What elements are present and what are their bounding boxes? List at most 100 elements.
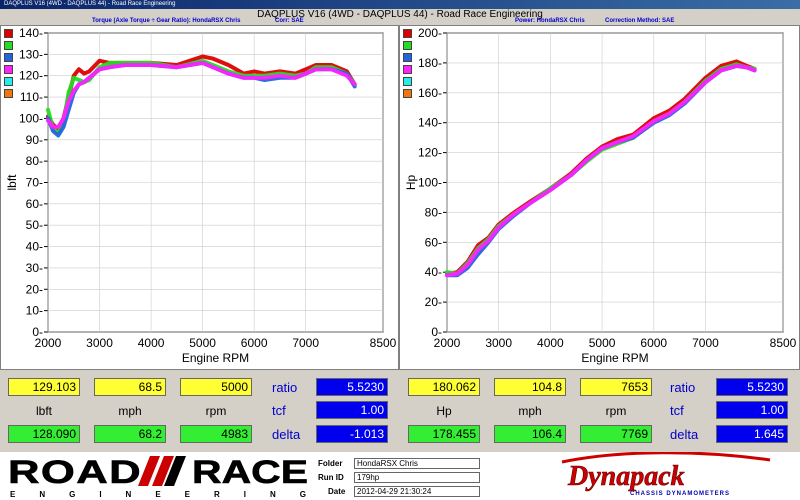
rpm-bottom-value: 4983 xyxy=(180,425,252,443)
mph-bottom-value: 68.2 xyxy=(94,425,166,443)
y-tick-label: 10- xyxy=(26,304,43,318)
legend-swatch-blue[interactable] xyxy=(403,53,412,62)
runid-value: 179hp xyxy=(354,472,480,483)
legend-swatch-red[interactable] xyxy=(403,29,412,38)
mph-top-value: 68.5 xyxy=(94,378,166,396)
power-chart-panel: 0- 20- 40- 60- 80- 100- 120- 140- 160- 180- 200- 20… xyxy=(399,25,800,370)
date-label: Date xyxy=(328,487,346,496)
y-tick-label: 20- xyxy=(425,295,442,309)
footer: ROAD RACE E N G I N E E R I N G Folder H… xyxy=(0,452,800,500)
y-tick-label: 100- xyxy=(19,111,43,125)
rpm-bottom-value: 7769 xyxy=(580,425,652,443)
hp-top-value: 180.062 xyxy=(408,378,480,396)
x-tick-label: 2000 xyxy=(434,336,461,350)
legend-swatch-blue[interactable] xyxy=(4,53,13,62)
ratio-label: ratio xyxy=(272,380,298,395)
series-line-3 xyxy=(445,63,757,278)
y-tick-label: 40- xyxy=(26,240,43,254)
rpm-top-value: 5000 xyxy=(180,378,252,396)
x-tick-label: 3000 xyxy=(86,336,113,350)
y-tick-label: 140- xyxy=(418,116,442,130)
x-tick-label: 7000 xyxy=(292,336,319,350)
tcf-label: tcf xyxy=(272,403,286,418)
mph-bottom-value: 106.4 xyxy=(494,425,566,443)
y-tick-label: 80- xyxy=(26,154,43,168)
runid-label: Run ID xyxy=(318,473,344,482)
legend-swatch-green[interactable] xyxy=(4,41,13,50)
unit-label-mph: mph xyxy=(518,404,542,418)
y-tick-label: 0- xyxy=(431,325,442,339)
y-tick-label: 90- xyxy=(26,133,43,147)
legend-swatch-magenta[interactable] xyxy=(4,65,13,74)
tcf-value: 1.00 xyxy=(316,401,388,419)
unit-label-mph: mph xyxy=(118,404,142,418)
unit-label-hp: Hp xyxy=(436,404,452,418)
x-tick-label: 2000 xyxy=(35,336,62,350)
logo-slash-black xyxy=(164,456,186,486)
torque-top-value: 129.103 xyxy=(8,378,80,396)
x-tick-label: 3000 xyxy=(485,336,512,350)
dynapack-logo: Dynapack CHASSIS DYNAMOMETERS xyxy=(561,452,771,497)
legend-swatch-orange[interactable] xyxy=(403,89,412,98)
y-tick-label: 110- xyxy=(20,90,43,104)
tcf-value: 1.00 xyxy=(716,401,788,419)
mph-top-value: 104.8 xyxy=(494,378,566,396)
road-race-logo: ROAD RACE E N G I N E E R I N G xyxy=(8,454,309,499)
torque-chart[interactable]: 0- 10- 20- 30- 40- 50- 60- 70- 80- 90- 100- 110- 120… xyxy=(1,26,398,369)
rpm-top-value: 7653 xyxy=(580,378,652,396)
torque-corr-subheader: Corr: SAE xyxy=(275,18,304,24)
x-tick-label: 5000 xyxy=(189,336,216,350)
y-tick-label: 200- xyxy=(418,26,442,40)
y-tick-label: 120- xyxy=(19,69,43,83)
ratio-label: ratio xyxy=(670,380,696,395)
legend-swatch-orange[interactable] xyxy=(4,89,13,98)
tcf-label: tcf xyxy=(670,403,684,418)
x-axis-label: Engine RPM xyxy=(581,351,648,365)
y-tick-label: 0- xyxy=(32,325,43,339)
y-tick-label: 30- xyxy=(26,261,43,275)
torque-subheader: Torque (Axle Torque ÷ Gear Ratio): Honda… xyxy=(92,18,241,24)
legend-swatch-green[interactable] xyxy=(403,41,412,50)
torque-readout: 129.103 68.5 5000 lbft mph rpm 128.090 6… xyxy=(0,372,398,450)
series-line-3 xyxy=(46,60,357,129)
y-tick-label: 120- xyxy=(418,146,442,160)
y-tick-label: 130- xyxy=(19,47,43,61)
logo-dynapack-sub: CHASSIS DYNAMOMETERS xyxy=(630,491,730,497)
logo-road-text: ROAD xyxy=(8,454,142,490)
window-titlebar: DAQPLUS V16 (4WD - DAQPLUS 44) - Road Ra… xyxy=(0,0,800,9)
legend-swatch-magenta[interactable] xyxy=(403,65,412,74)
y-tick-label: 140- xyxy=(19,26,43,40)
y-axis-label: lbft xyxy=(5,174,19,191)
logo-slash-red-2 xyxy=(152,456,174,486)
ratio-value: 5.5230 xyxy=(316,378,388,396)
torque-chart-panel: 0- 10- 20- 30- 40- 50- 60- 70- 80- 90- 100- 110- 120… xyxy=(0,25,399,370)
x-tick-label: 4000 xyxy=(138,336,165,350)
delta-value: -1.013 xyxy=(316,425,388,443)
y-axis-label: Hp xyxy=(404,175,418,191)
window-title: DAQPLUS V16 (4WD - DAQPLUS 44) - Road Ra… xyxy=(257,9,543,20)
legend-swatch-cyan[interactable] xyxy=(403,77,412,86)
legend-swatch-red[interactable] xyxy=(4,29,13,38)
logo-dynapack-text: Dynapack xyxy=(567,461,685,492)
x-tick-label: 7000 xyxy=(692,336,719,350)
x-tick-label: 5000 xyxy=(589,336,616,350)
ratio-value: 5.5230 xyxy=(716,378,788,396)
folder-value: HondaRSX Chris xyxy=(354,458,480,469)
torque-bottom-value: 128.090 xyxy=(8,425,80,443)
logo-race-text: RACE xyxy=(192,454,308,490)
x-tick-label: 6000 xyxy=(640,336,667,350)
unit-label-lbft: lbft xyxy=(35,404,52,418)
y-tick-label: 160- xyxy=(418,86,442,100)
y-tick-label: 40- xyxy=(425,265,442,279)
y-tick-label: 50- xyxy=(26,218,43,232)
unit-label-rpm: rpm xyxy=(605,404,627,418)
y-tick-label: 70- xyxy=(26,176,43,190)
y-tick-label: 80- xyxy=(425,205,442,219)
logo-slash-red xyxy=(138,456,160,486)
y-tick-label: 20- xyxy=(26,282,43,296)
legend-swatch-cyan[interactable] xyxy=(4,77,13,86)
y-tick-label: 60- xyxy=(425,235,442,249)
power-chart[interactable]: 0- 20- 40- 60- 80- 100- 120- 140- 160- 180- 200- 20… xyxy=(400,26,799,369)
unit-label-rpm: rpm xyxy=(205,404,227,418)
y-tick-label: 60- xyxy=(26,197,43,211)
